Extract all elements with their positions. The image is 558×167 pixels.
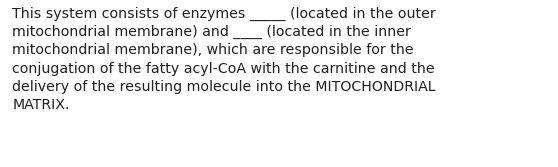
Text: This system consists of enzymes _____ (located in the outer
mitochondrial membra: This system consists of enzymes _____ (l… — [12, 7, 436, 112]
